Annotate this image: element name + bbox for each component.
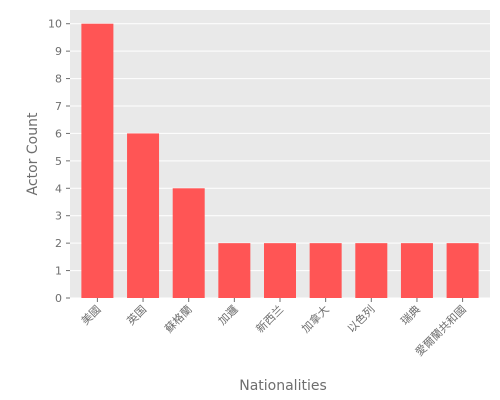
bar [264, 243, 296, 298]
y-tick-label: 9 [55, 45, 62, 58]
y-tick-label: 1 [55, 265, 62, 278]
bar [172, 188, 205, 298]
x-tick-label: 蘇格蘭 [162, 302, 195, 335]
bars [81, 23, 479, 298]
y-tick-label: 7 [55, 100, 62, 113]
y-tick-label: 6 [55, 127, 62, 140]
x-tick-label: 以色列 [344, 302, 377, 335]
x-tick-label: 加邏 [216, 303, 241, 328]
x-tick-label: 瑞典 [398, 302, 423, 327]
x-tick-label: 加拿大 [299, 302, 332, 335]
x-tick-label: 英国 [124, 302, 149, 327]
x-axis-title: Nationalities [239, 378, 327, 394]
y-tick-label: 8 [55, 73, 62, 86]
bar [81, 23, 114, 298]
x-tick-label: 美國 [79, 303, 104, 328]
y-tick-label: 5 [55, 155, 62, 168]
y-tick-label: 2 [55, 237, 62, 250]
y-tick-label: 4 [55, 182, 62, 195]
bar [127, 133, 160, 298]
y-axis-ticks: 0 1 2 3 4 5 6 7 8 9 10 [48, 18, 70, 305]
bar [355, 243, 388, 298]
x-tick-label: 新西兰 [253, 302, 286, 335]
bar [218, 243, 251, 298]
bar [400, 243, 433, 298]
bar [309, 243, 342, 298]
y-axis-title: Actor Count [25, 112, 41, 195]
y-tick-label: 0 [55, 292, 62, 305]
y-tick-label: 10 [48, 18, 62, 31]
y-tick-label: 3 [55, 210, 62, 223]
bar [446, 243, 479, 298]
